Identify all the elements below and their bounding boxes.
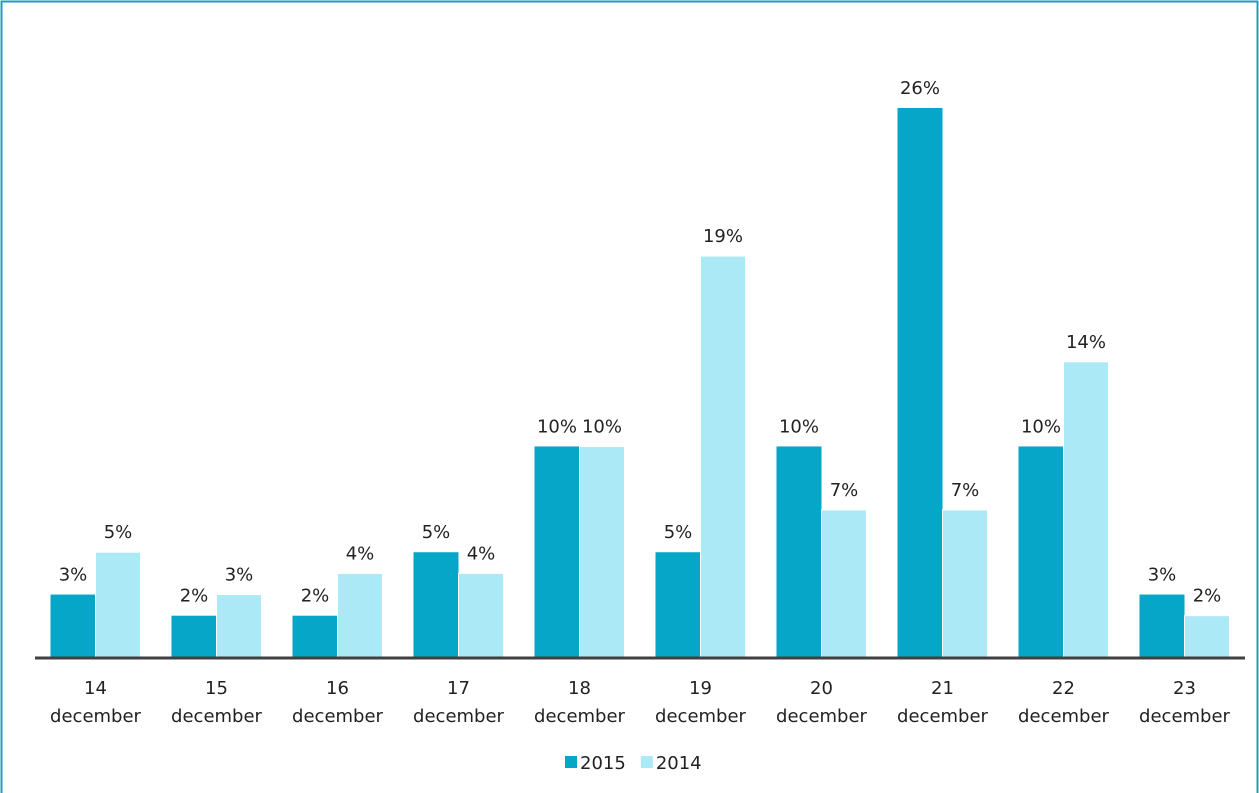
x-tick-label: 21 december <box>897 678 989 727</box>
bar <box>413 552 459 658</box>
bar <box>897 108 943 658</box>
x-tick-label: 23 december <box>1139 678 1231 727</box>
data-label: 3% <box>59 565 88 586</box>
data-label: 19% <box>703 226 743 247</box>
bar <box>458 572 504 659</box>
data-label: 10% <box>537 416 577 437</box>
data-label: 4% <box>467 543 496 564</box>
bar <box>1184 615 1230 659</box>
data-label: 2% <box>1193 586 1222 607</box>
data-label: 26% <box>900 78 940 99</box>
legend-label: 2014 <box>656 753 702 774</box>
bar <box>534 446 580 658</box>
bar <box>700 255 746 659</box>
data-label: 7% <box>951 480 980 501</box>
data-label: 2% <box>301 586 330 607</box>
data-label: 10% <box>1021 416 1061 437</box>
data-label: 10% <box>582 416 622 437</box>
x-tick-label: 18 december <box>534 678 626 727</box>
bar <box>1139 594 1185 658</box>
bar <box>95 551 141 659</box>
bar <box>216 594 262 659</box>
data-label: 5% <box>664 522 693 543</box>
bar <box>1063 361 1109 659</box>
bar <box>579 445 625 659</box>
x-tick-label: 15 december <box>171 678 263 727</box>
legend-swatch <box>565 756 577 768</box>
data-label: 5% <box>422 522 451 543</box>
bar <box>655 552 701 658</box>
x-tick-label: 19 december <box>655 678 747 727</box>
x-tick-label: 22 december <box>1018 678 1110 727</box>
legend-swatch <box>640 756 653 768</box>
bar <box>1018 446 1064 658</box>
data-label: 7% <box>830 480 859 501</box>
data-label: 10% <box>779 416 819 437</box>
x-tick-label: 14 december <box>50 678 142 727</box>
bar <box>50 594 96 658</box>
bar <box>942 509 988 659</box>
legend-label: 2015 <box>580 753 626 774</box>
bar <box>337 572 383 659</box>
data-label: 3% <box>225 565 254 586</box>
data-label: 2% <box>180 586 209 607</box>
bar <box>821 509 867 659</box>
data-label: 3% <box>1148 565 1177 586</box>
bar <box>776 446 822 658</box>
bar <box>292 615 338 658</box>
x-tick-label: 20 december <box>776 678 868 727</box>
data-label: 14% <box>1066 332 1106 353</box>
data-label: 5% <box>104 522 133 543</box>
bar <box>171 615 217 658</box>
data-label: 4% <box>346 543 375 564</box>
x-tick-label: 16 december <box>292 678 384 727</box>
x-tick-label: 17 december <box>413 678 505 727</box>
